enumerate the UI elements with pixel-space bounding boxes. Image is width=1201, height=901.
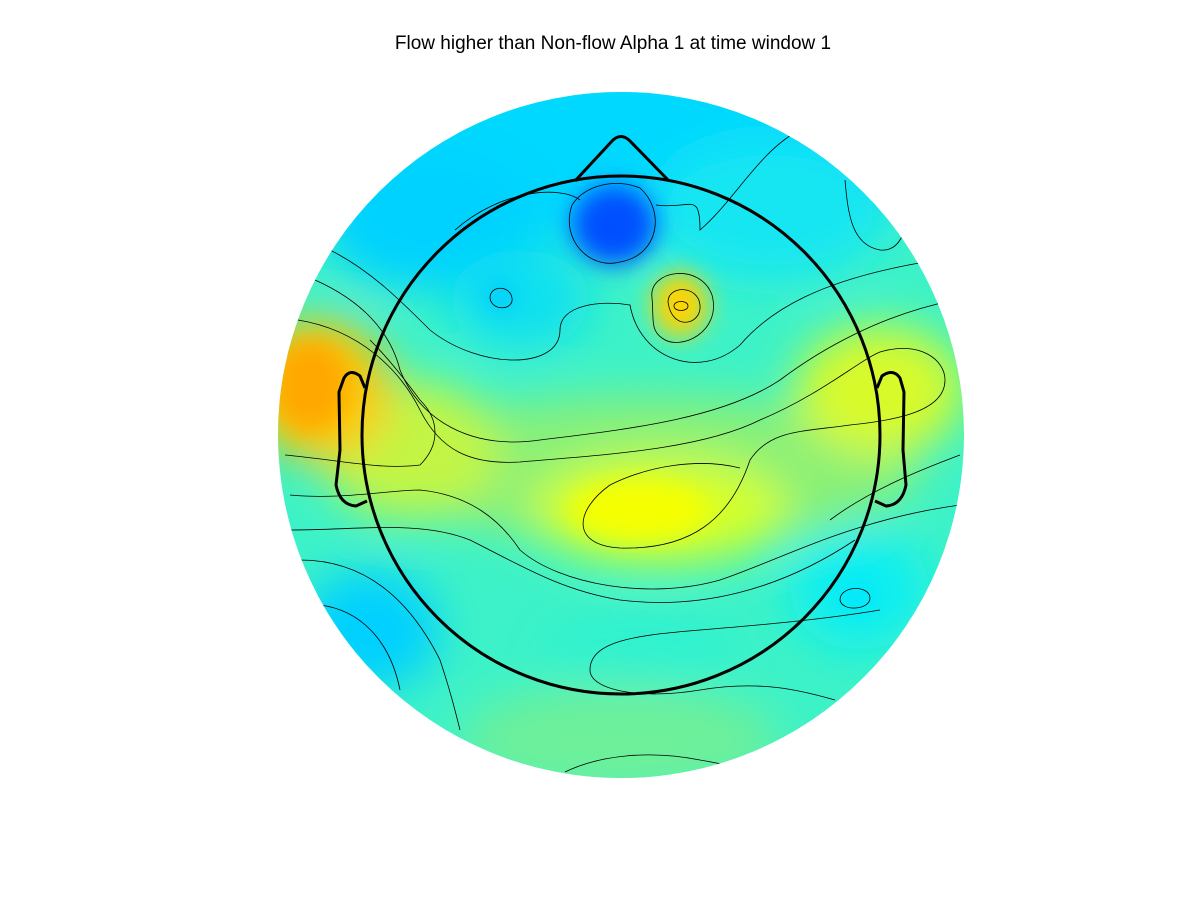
- contour-line: [829, 454, 961, 521]
- contour-line: [673, 301, 689, 311]
- chart-title: Flow higher than Non-flow Alpha 1 at tim…: [394, 33, 832, 54]
- contour-lines: [284, 129, 961, 776]
- contour-line: [284, 339, 436, 467]
- left-ear: [334, 371, 368, 508]
- contour-line: [319, 604, 401, 691]
- left-temporal-max-peak: [278, 340, 348, 430]
- contour-line: [651, 273, 714, 343]
- contour-line: [289, 489, 961, 590]
- scalp-color-map: [278, 92, 964, 778]
- right-ear: [874, 371, 908, 508]
- contour-line: [489, 287, 513, 309]
- contour-line: [289, 527, 856, 603]
- left-frontal-patch: [450, 250, 590, 350]
- centro-parietal-peak: [570, 480, 710, 540]
- small-cool-spot: [486, 282, 514, 310]
- small-right-cool-spot: [842, 580, 874, 612]
- nose: [573, 135, 671, 183]
- contour-line: [299, 559, 461, 731]
- scalp-peaks: [278, 185, 874, 612]
- frontal-max-peak: [652, 273, 708, 337]
- head-outline: [334, 135, 908, 696]
- right-temporal-warm: [795, 325, 964, 455]
- contour-line: [667, 289, 701, 323]
- occipital-warm: [460, 685, 780, 778]
- contour-line: [329, 249, 926, 363]
- head-circle: [360, 174, 882, 696]
- parietal-midline: [540, 615, 740, 685]
- contour-line: [314, 279, 956, 443]
- left-occipital-cool: [300, 570, 440, 690]
- contour-line: [568, 183, 656, 264]
- right-frontal-cool: [650, 140, 890, 280]
- contour-line: [297, 319, 946, 549]
- contour-line: [589, 609, 881, 701]
- frontal-min-peak: [572, 185, 656, 265]
- contour-line: [655, 129, 801, 231]
- contour-line: [839, 588, 871, 609]
